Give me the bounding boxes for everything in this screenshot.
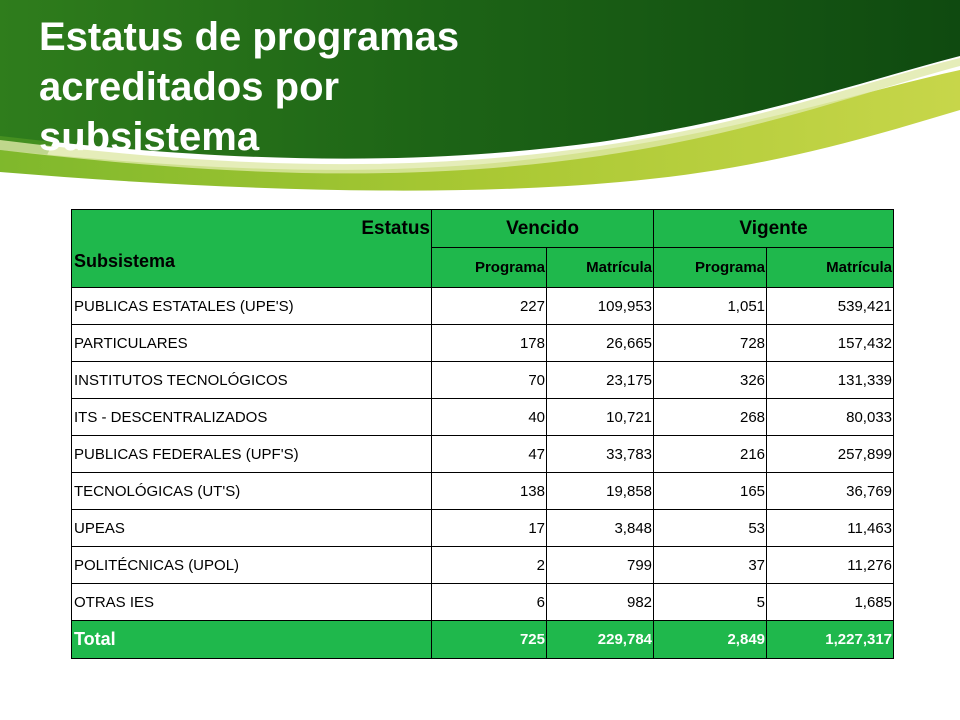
cell-value: 17 xyxy=(431,509,547,547)
cell-value: 799 xyxy=(545,546,655,584)
subsistema-header: Subsistema xyxy=(71,247,432,288)
cell-value: 227 xyxy=(431,287,547,325)
row-name: INSTITUTOS TECNOLÓGICOS xyxy=(71,361,432,399)
col-header-matricula: Matrícula xyxy=(766,247,895,288)
total-value: 725 xyxy=(431,620,547,659)
table-row: PARTICULARES 178 26,665 728 157,432 xyxy=(71,324,895,362)
cell-value: 80,033 xyxy=(766,398,895,436)
cell-value: 23,175 xyxy=(545,361,655,399)
total-value: 1,227,317 xyxy=(766,620,895,659)
header-banner xyxy=(0,0,960,191)
row-name: PUBLICAS FEDERALES (UPF'S) xyxy=(71,435,432,473)
title-line-1: Estatus de programas xyxy=(39,15,460,59)
header-row-groups: Estatus Vencido Vigente xyxy=(71,209,895,248)
col-header-programa: Programa xyxy=(653,247,768,288)
row-name: PARTICULARES xyxy=(71,324,432,362)
group-header-vigente: Vigente xyxy=(653,209,895,248)
cell-value: 40 xyxy=(431,398,547,436)
row-name: POLITÉCNICAS (UPOL) xyxy=(71,546,432,584)
cell-value: 178 xyxy=(431,324,547,362)
page-title: Estatus de programas acreditados por sub… xyxy=(39,12,599,162)
cell-value: 3,848 xyxy=(545,509,655,547)
table-row: OTRAS IES 6 982 5 1,685 xyxy=(71,583,895,621)
row-name: TECNOLÓGICAS (UT'S) xyxy=(71,472,432,510)
cell-value: 6 xyxy=(431,583,547,621)
cell-value: 326 xyxy=(653,361,768,399)
row-name: PUBLICAS ESTATALES (UPE'S) xyxy=(71,287,432,325)
total-row: Total 725 229,784 2,849 1,227,317 xyxy=(71,620,895,659)
cell-value: 131,339 xyxy=(766,361,895,399)
cell-value: 37 xyxy=(653,546,768,584)
cell-value: 26,665 xyxy=(545,324,655,362)
table-row: INSTITUTOS TECNOLÓGICOS 70 23,175 326 13… xyxy=(71,361,895,399)
table-row: PUBLICAS ESTATALES (UPE'S) 227 109,953 1… xyxy=(71,287,895,325)
cell-value: 11,276 xyxy=(766,546,895,584)
row-name: ITS - DESCENTRALIZADOS xyxy=(71,398,432,436)
total-value: 229,784 xyxy=(545,620,655,659)
col-header-matricula: Matrícula xyxy=(545,247,655,288)
cell-value: 47 xyxy=(431,435,547,473)
cell-value: 10,721 xyxy=(545,398,655,436)
cell-value: 1,685 xyxy=(766,583,895,621)
table-row: TECNOLÓGICAS (UT'S) 138 19,858 165 36,76… xyxy=(71,472,895,510)
cell-value: 268 xyxy=(653,398,768,436)
cell-value: 728 xyxy=(653,324,768,362)
cell-value: 53 xyxy=(653,509,768,547)
header-row-columns: Subsistema Programa Matrícula Programa M… xyxy=(71,247,895,288)
cell-value: 33,783 xyxy=(545,435,655,473)
cell-value: 257,899 xyxy=(766,435,895,473)
total-label: Total xyxy=(71,620,432,659)
accreditation-table: Estatus Vencido Vigente Subsistema Progr… xyxy=(71,209,895,659)
table-row: POLITÉCNICAS (UPOL) 2 799 37 11,276 xyxy=(71,546,895,584)
cell-value: 138 xyxy=(431,472,547,510)
estatus-header: Estatus xyxy=(71,209,432,248)
group-header-vencido: Vencido xyxy=(430,209,655,248)
row-name: UPEAS xyxy=(71,509,432,547)
cell-value: 216 xyxy=(653,435,768,473)
cell-value: 11,463 xyxy=(766,509,895,547)
cell-value: 165 xyxy=(653,472,768,510)
total-value: 2,849 xyxy=(653,620,768,659)
cell-value: 19,858 xyxy=(545,472,655,510)
row-name: OTRAS IES xyxy=(71,583,432,621)
table-row: UPEAS 17 3,848 53 11,463 xyxy=(71,509,895,547)
cell-value: 157,432 xyxy=(766,324,895,362)
cell-value: 1,051 xyxy=(653,287,768,325)
cell-value: 982 xyxy=(545,583,655,621)
title-line-3: subsistema xyxy=(39,115,260,159)
cell-value: 539,421 xyxy=(766,287,895,325)
title-line-2: acreditados por xyxy=(39,65,340,109)
cell-value: 5 xyxy=(653,583,768,621)
cell-value: 36,769 xyxy=(766,472,895,510)
cell-value: 2 xyxy=(431,546,547,584)
cell-value: 109,953 xyxy=(545,287,655,325)
table-row: PUBLICAS FEDERALES (UPF'S) 47 33,783 216… xyxy=(71,435,895,473)
table-row: ITS - DESCENTRALIZADOS 40 10,721 268 80,… xyxy=(71,398,895,436)
cell-value: 70 xyxy=(431,361,547,399)
col-header-programa: Programa xyxy=(431,247,547,288)
